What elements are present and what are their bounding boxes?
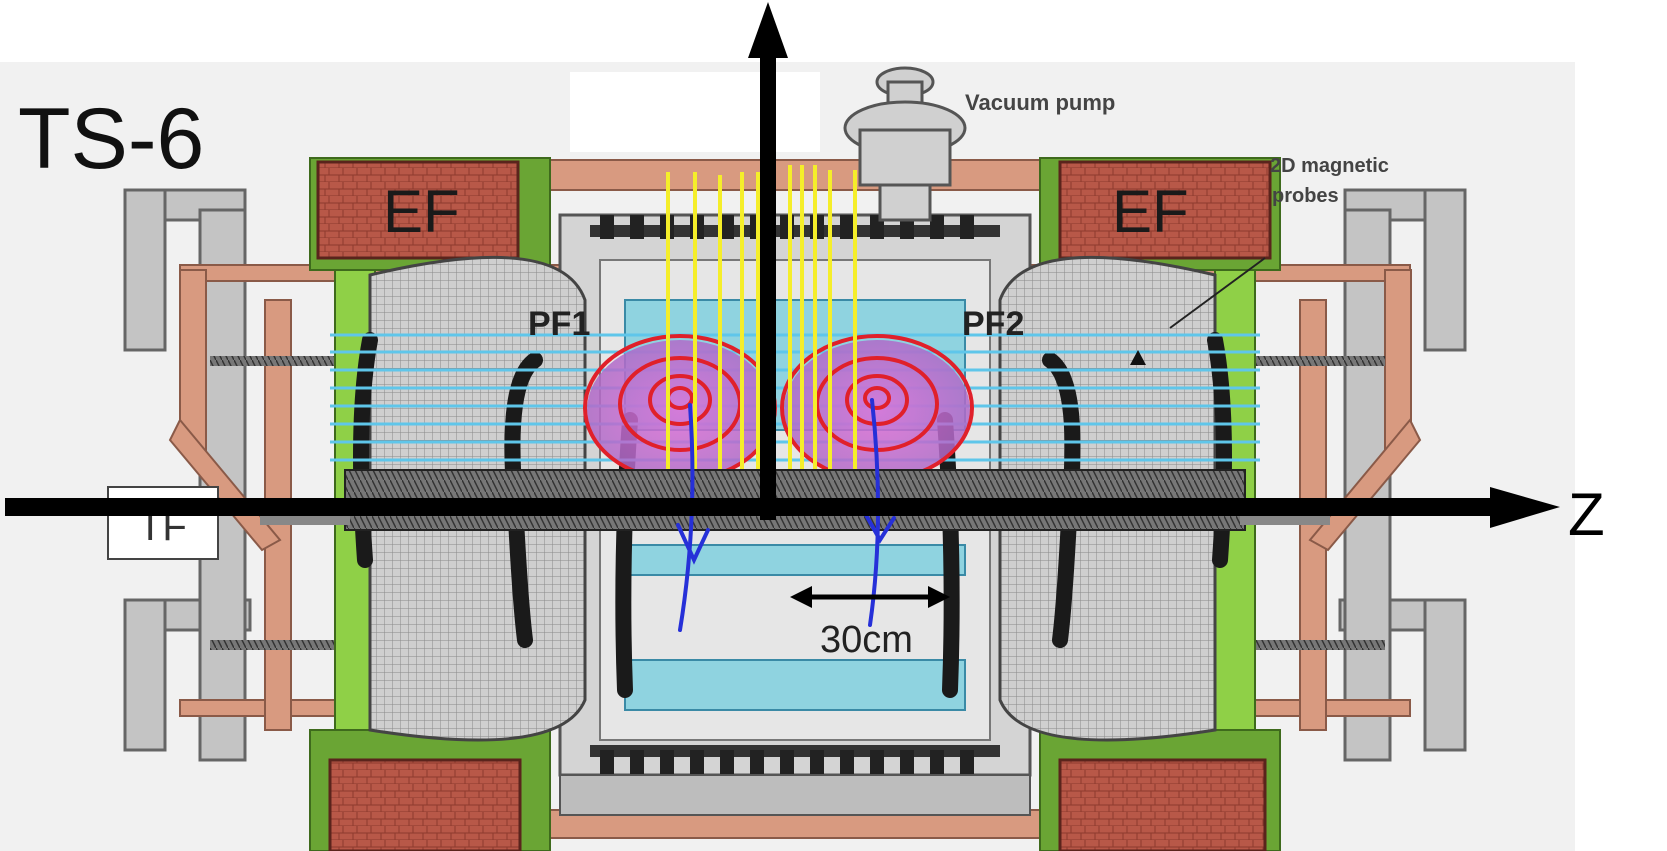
up-arrow-icon	[748, 2, 788, 58]
threaded-rods	[210, 356, 1385, 650]
vessel-window-bottom	[624, 659, 966, 711]
scale-label: 30cm	[820, 619, 913, 661]
ef-coil-bottom-right	[1058, 758, 1267, 851]
pf2-label: PF2	[962, 305, 1024, 343]
ef-coil-top-left	[316, 160, 520, 260]
probe-pointer-icon	[1130, 257, 1266, 365]
ef-coil-top-right	[1058, 160, 1272, 260]
title: TS-6	[18, 91, 204, 187]
probes-label-line2: probes	[1272, 185, 1339, 207]
ef-coils	[316, 160, 1272, 851]
vacuum-pump-label: Vacuum pump	[965, 90, 1115, 115]
current-arrow-right	[864, 513, 896, 544]
probes-label-line1: 2D magnetic	[1270, 155, 1389, 177]
vacuum-pump-icon	[843, 66, 967, 222]
axes	[5, 2, 1560, 528]
vessel-window-lower	[624, 544, 966, 576]
top-window	[570, 72, 820, 152]
ef-label-right: EF	[1112, 178, 1189, 245]
current-line-left	[678, 403, 695, 632]
z-axis-label: Z	[1568, 481, 1605, 548]
pf1-label: PF1	[528, 305, 590, 343]
ef-label-left: EF	[383, 178, 460, 245]
ef-coil-bottom-left	[328, 758, 522, 851]
right-arrow-icon	[1490, 487, 1560, 528]
current-arrow-left	[676, 523, 710, 565]
double-arrow-icon	[790, 586, 950, 608]
yellow-field-lines	[666, 165, 857, 482]
